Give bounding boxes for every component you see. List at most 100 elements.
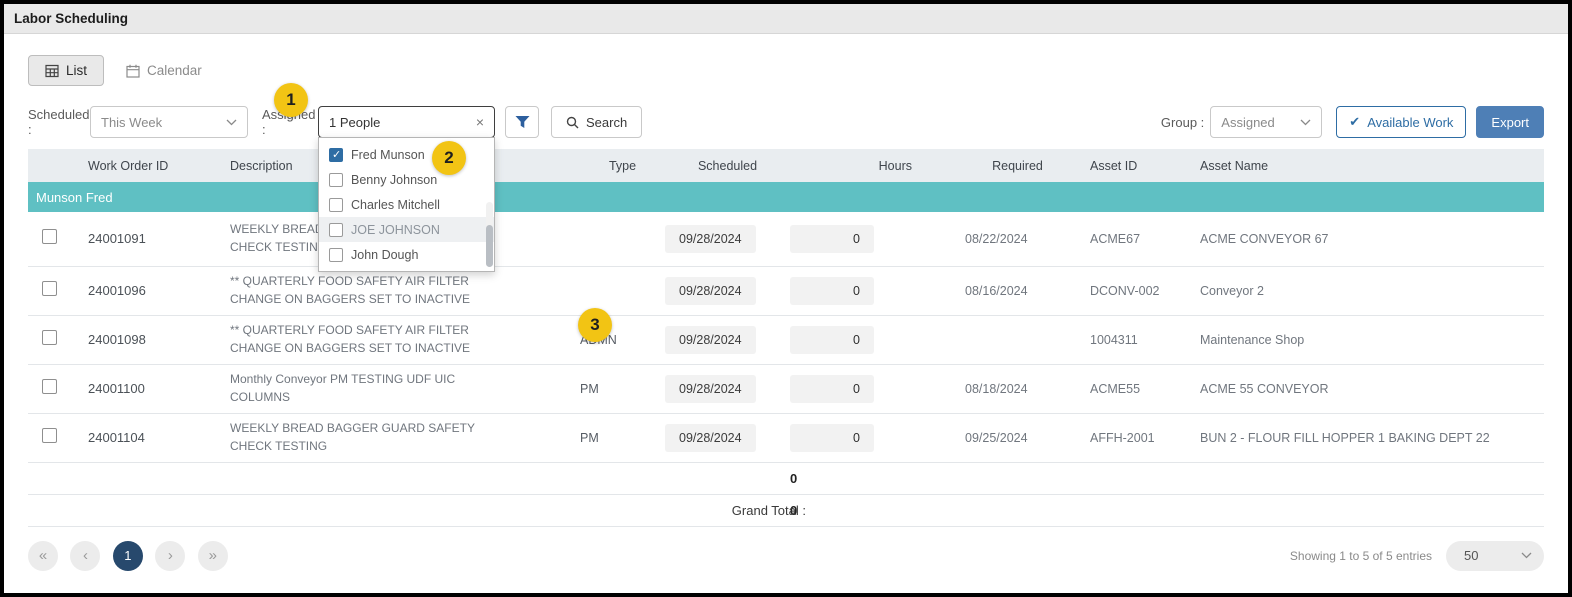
main-content: List Calendar Scheduled : This Week Assi… — [4, 55, 1568, 571]
option-label: Benny Johnson — [351, 172, 438, 187]
work-order-id: 24001091 — [88, 231, 146, 247]
scheduled-filter-label: Scheduled : — [28, 107, 90, 137]
option-checkbox[interactable] — [329, 197, 343, 212]
row-checkbox[interactable] — [42, 228, 57, 244]
available-work-button[interactable]: ✔ Available Work — [1336, 106, 1467, 138]
annotation-circle-3: 3 — [578, 308, 612, 342]
work-order-id: 24001098 — [88, 332, 146, 347]
option-label: Charles Mitchell — [351, 197, 440, 212]
tab-calendar-label: Calendar — [147, 63, 202, 78]
group-total-hours: 0 — [790, 470, 798, 486]
column-header-required[interactable]: Required — [992, 158, 1043, 173]
calendar-icon — [126, 64, 140, 78]
option-checkbox[interactable] — [329, 247, 343, 262]
work-order-type: PM — [580, 430, 599, 445]
column-header-asset-id[interactable]: Asset ID — [1090, 158, 1138, 173]
tab-calendar[interactable]: Calendar — [126, 56, 202, 85]
group-filter-label: Group : — [1160, 114, 1205, 130]
column-header-asset-name[interactable]: Asset Name — [1200, 158, 1269, 173]
row-checkbox[interactable] — [42, 329, 57, 345]
group-select[interactable]: Assigned — [1210, 106, 1323, 138]
pagination-last-button[interactable]: » — [197, 540, 228, 571]
work-order-description: Monthly Conveyor PM TESTING UDF UIC COLU… — [230, 372, 456, 404]
work-order-id: 24001096 — [88, 283, 146, 298]
pagination-first-button[interactable]: « — [28, 540, 58, 571]
required-date: 08/16/2024 — [965, 283, 1028, 298]
check-icon: ✔ — [1349, 114, 1361, 129]
funnel-icon — [515, 116, 529, 128]
work-order-type: ADMN — [560, 315, 665, 364]
tab-list[interactable]: List — [28, 55, 105, 86]
dropdown-scrollbar-thumb[interactable] — [486, 224, 493, 267]
option-checkbox[interactable] — [329, 147, 343, 162]
dropdown-scrollbar[interactable] — [486, 201, 493, 267]
column-header-type[interactable]: Type — [608, 158, 637, 173]
footer-right: Showing 1 to 5 of 5 entries 50 — [1290, 540, 1544, 571]
export-button[interactable]: Export — [1476, 106, 1544, 138]
hours-field[interactable]: 0 — [790, 224, 874, 253]
column-header-scheduled[interactable]: Scheduled — [697, 158, 758, 173]
assigned-filter-value: 1 People — [329, 114, 381, 130]
dropdown-option[interactable]: JOE JOHNSON — [319, 217, 494, 242]
column-header-hours[interactable]: Hours — [878, 158, 912, 173]
page-size-value: 50 — [1464, 548, 1479, 563]
scheduled-date-field[interactable]: 09/28/2024 — [665, 423, 756, 452]
dropdown-option[interactable]: Benny Johnson — [319, 167, 494, 192]
dropdown-option[interactable]: John Dough — [319, 242, 494, 267]
column-header-work-order-id[interactable]: Work Order ID — [88, 158, 169, 173]
asset-name: Conveyor 2 — [1200, 283, 1264, 298]
scheduled-date-field[interactable]: 09/28/2024 — [665, 224, 756, 253]
row-checkbox[interactable] — [42, 280, 57, 296]
header-checkbox-cell — [28, 149, 88, 182]
dropdown-option[interactable]: Fred Munson — [319, 142, 494, 167]
asset-id: AFFH-2001 — [1090, 430, 1155, 445]
search-button[interactable]: Search — [551, 106, 643, 138]
pagination-page-1-button[interactable]: 1 — [112, 540, 143, 571]
chevron-down-icon — [226, 119, 237, 125]
scheduled-filter-select[interactable]: This Week — [90, 106, 248, 138]
work-order-row: 24001104 WEEKLY BREAD BAGGER GUARD SAFET… — [28, 413, 1544, 462]
required-date — [920, 315, 1070, 364]
asset-id: ACME67 — [1090, 231, 1141, 246]
pagination-next-button[interactable]: › — [155, 540, 186, 571]
scheduled-date-field[interactable]: 09/28/2024 — [665, 374, 756, 403]
work-order-id: 24001104 — [88, 430, 145, 445]
column-header-description[interactable]: Description — [230, 158, 293, 173]
clear-assigned-icon[interactable]: × — [475, 114, 484, 130]
work-orders-table: Work Order ID Description Type Scheduled… — [28, 149, 1544, 527]
assigned-filter-select[interactable]: 1 People × — [318, 106, 495, 138]
grand-total-label: Grand Total : — [731, 502, 806, 518]
asset-name: ACME CONVEYOR 67 — [1200, 231, 1329, 246]
assigned-dropdown-list: Fred Munson Benny Johnson Charles Mitche… — [319, 142, 494, 267]
table-footer: « ‹ 1 › » Showing 1 to 5 of 5 entries 50 — [28, 540, 1544, 571]
option-label: Fred Munson — [351, 147, 425, 162]
hours-field[interactable]: 0 — [790, 276, 874, 305]
scheduled-date-field[interactable]: 09/28/2024 — [665, 325, 756, 354]
pagination: « ‹ 1 › » — [28, 540, 236, 571]
hours-field[interactable]: 0 — [790, 374, 874, 403]
row-checkbox[interactable] — [42, 427, 57, 443]
hours-field[interactable]: 0 — [790, 325, 874, 354]
hours-field[interactable]: 0 — [790, 423, 874, 452]
option-label: JOE JOHNSON — [351, 222, 440, 237]
scheduled-date-field[interactable]: 09/28/2024 — [665, 276, 756, 305]
option-checkbox[interactable] — [329, 222, 343, 237]
page-title: Labor Scheduling — [14, 11, 129, 26]
option-checkbox[interactable] — [329, 172, 343, 187]
asset-name: ACME 55 CONVEYOR — [1200, 381, 1329, 396]
row-checkbox[interactable] — [42, 378, 57, 394]
asset-id: DCONV-002 — [1090, 283, 1160, 298]
work-order-row: 24001091 WEEKLY BREAD BAGGER GUARD SAFET… — [28, 212, 1544, 266]
table-header-row: Work Order ID Description Type Scheduled… — [28, 149, 1544, 182]
chevron-down-icon — [1521, 552, 1532, 559]
asset-name: BUN 2 - FLOUR FILL HOPPER 1 BAKING DEPT … — [1200, 430, 1490, 445]
dropdown-option[interactable]: Charles Mitchell — [319, 192, 494, 217]
group-select-value: Assigned — [1221, 114, 1275, 130]
work-order-type — [560, 266, 665, 315]
filter-button[interactable] — [505, 106, 539, 138]
tab-list-label: List — [66, 63, 88, 78]
pagination-prev-button[interactable]: ‹ — [70, 540, 101, 571]
page-size-select[interactable]: 50 — [1446, 540, 1544, 571]
required-date: 08/22/2024 — [965, 231, 1028, 246]
